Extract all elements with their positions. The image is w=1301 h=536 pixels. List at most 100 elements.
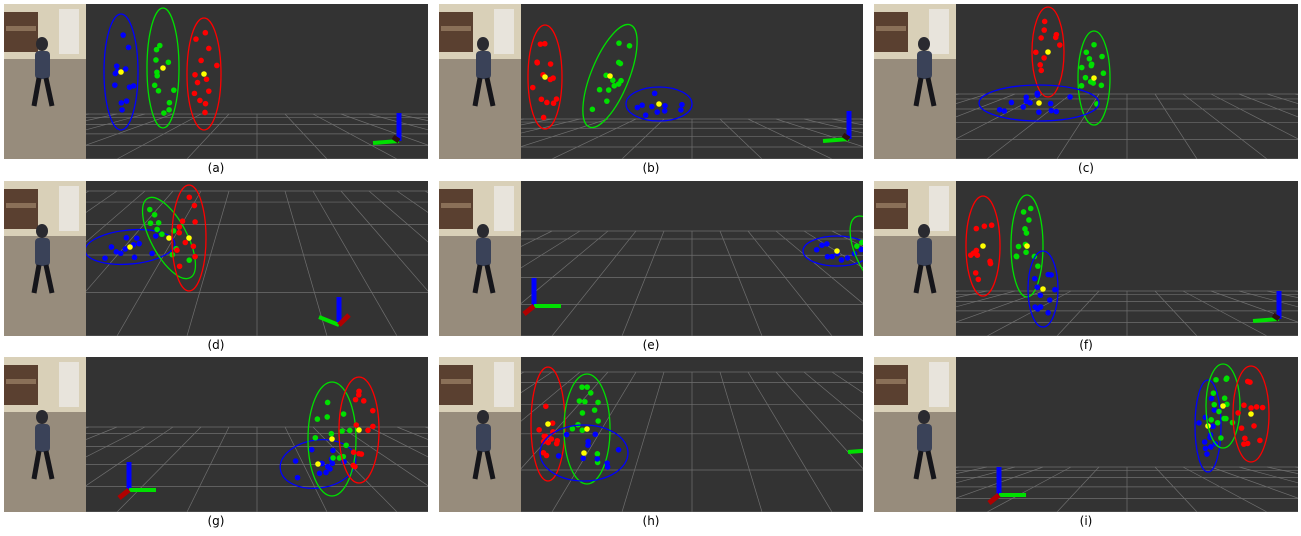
green-point	[147, 220, 154, 226]
red-point	[186, 194, 193, 201]
cluster-mean-point	[1091, 75, 1097, 81]
green-point	[151, 211, 158, 218]
blue-point	[316, 470, 323, 477]
green-point	[1082, 74, 1089, 81]
blue-point	[654, 109, 661, 115]
blue-point	[594, 456, 601, 462]
green-point	[610, 77, 616, 84]
red-point	[192, 71, 198, 78]
cluster-mean-point	[656, 101, 662, 107]
red-point	[540, 114, 547, 121]
red-point	[536, 427, 542, 433]
blue-point	[592, 431, 599, 438]
blue-point	[308, 446, 315, 453]
red-cluster	[1232, 365, 1270, 463]
blue-cluster-ellipse	[1027, 250, 1059, 328]
red-cluster	[1031, 6, 1065, 98]
red-point	[543, 403, 549, 410]
red-point	[538, 96, 545, 103]
blue-point	[844, 255, 851, 261]
red-point	[529, 84, 536, 91]
blue-point	[112, 82, 118, 88]
green-point	[579, 384, 585, 390]
camera-frame-thumbnail	[4, 181, 86, 336]
blue-point	[824, 241, 830, 247]
blue-point	[149, 250, 155, 257]
cluster-mean-point	[356, 427, 362, 433]
blue-point	[1208, 444, 1214, 450]
blue-point	[122, 66, 129, 72]
green-point	[1208, 417, 1215, 423]
red-point	[542, 40, 548, 47]
red-point	[547, 61, 554, 67]
green-point	[1026, 217, 1032, 223]
blue-cluster	[103, 13, 139, 131]
blue-point	[1008, 99, 1015, 106]
green-cluster-ellipse	[849, 215, 863, 291]
green-point	[328, 430, 335, 437]
blue-point	[1208, 395, 1215, 402]
blue-point	[122, 246, 128, 252]
red-point	[352, 463, 358, 470]
blue-point	[152, 233, 159, 239]
floor-grid	[521, 371, 863, 512]
green-point	[594, 451, 601, 457]
blue-point	[642, 112, 649, 118]
blue-point	[1037, 292, 1044, 299]
cluster-mean-point	[166, 235, 172, 241]
blue-point	[123, 98, 130, 104]
green-cluster-ellipse	[1010, 194, 1044, 298]
green-point	[330, 455, 336, 461]
blue-point	[662, 102, 668, 109]
red-point	[981, 223, 988, 229]
red-cluster	[530, 366, 566, 482]
green-cluster	[1205, 363, 1241, 449]
point-cloud-view	[521, 4, 863, 159]
red-point	[1248, 405, 1254, 411]
axis-gizmo	[987, 467, 1026, 505]
red-point	[553, 96, 560, 102]
blue-point	[1202, 445, 1209, 452]
cluster-mean-point	[1040, 286, 1046, 292]
cluster-mean-point	[1220, 403, 1226, 409]
blue-point	[1048, 107, 1055, 114]
cluster-mean-point	[1248, 411, 1254, 417]
figure-panel: (h)	[439, 357, 863, 532]
green-point	[604, 98, 610, 104]
camera-frame-thumbnail	[4, 4, 86, 159]
cluster-mean-point	[186, 235, 192, 241]
red-point	[534, 59, 540, 65]
red-point	[1242, 435, 1248, 442]
green-point	[171, 87, 177, 93]
green-point	[146, 206, 153, 213]
blue-point	[1047, 100, 1054, 107]
floor-grid	[521, 230, 863, 336]
blue-point	[108, 244, 115, 250]
blue-point	[555, 453, 562, 459]
blue-point	[1045, 309, 1051, 316]
cluster-mean-point	[118, 69, 124, 75]
blue-point	[1196, 420, 1202, 426]
green-point	[312, 434, 319, 441]
blue-point	[634, 104, 641, 111]
blue-point	[819, 242, 825, 248]
green-point	[595, 399, 601, 406]
axis-gizmo	[117, 462, 156, 500]
green-point	[166, 99, 173, 106]
green-point	[1086, 55, 1093, 62]
green-point	[1020, 209, 1027, 215]
blue-cluster-ellipse	[802, 235, 863, 267]
red-point	[987, 260, 994, 267]
point-cloud-view	[86, 357, 428, 512]
blue-point	[563, 431, 570, 438]
blue-point	[113, 63, 120, 69]
green-point	[1078, 64, 1085, 71]
green-cluster-ellipse	[1077, 30, 1111, 126]
green-point	[340, 411, 347, 417]
red-point	[355, 392, 362, 398]
red-point	[214, 62, 220, 69]
panel-label: (h)	[642, 514, 660, 528]
red-point	[554, 437, 561, 444]
figure-panel: (f)	[874, 181, 1298, 356]
figure-panel: (c)	[874, 4, 1298, 179]
